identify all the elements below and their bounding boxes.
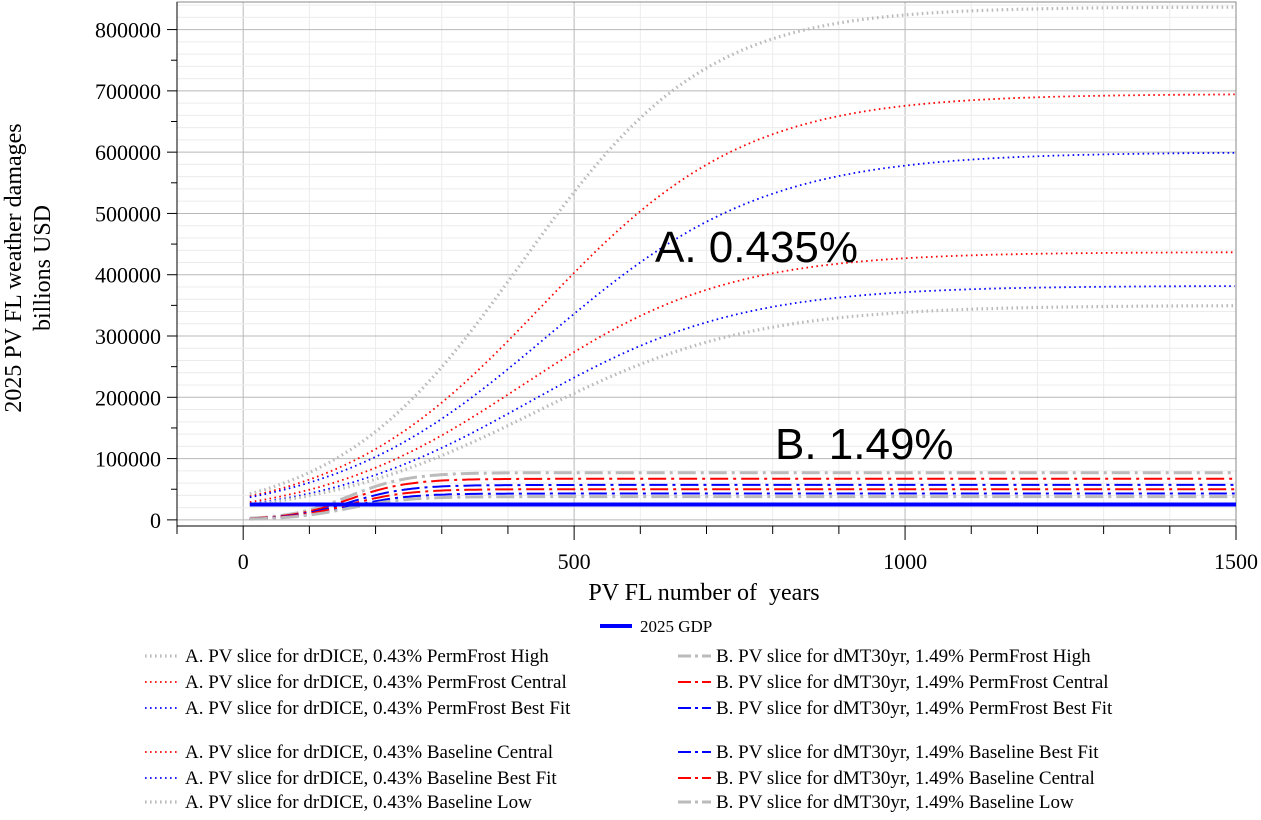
y-tick-label: 100000 xyxy=(95,447,161,472)
series-line xyxy=(249,488,1235,520)
series-line xyxy=(249,492,1235,520)
legend-label: B. PV slice for dMT30yr, 1.49% Baseline … xyxy=(716,792,1074,813)
axes: 0 500 1000 1500 0 100000 200000 300000 400000 500… xyxy=(95,2,1258,574)
legend-label: B. PV slice for dMT30yr, 1.49% PermFrost… xyxy=(716,672,1109,693)
series-line xyxy=(249,477,1235,520)
legend-label: B. PV slice for dMT30yr, 1.49% PermFrost… xyxy=(716,646,1091,667)
legend-label: A. PV slice for drDICE, 0.43% PermFrost … xyxy=(185,698,571,719)
y-tick-label: 800000 xyxy=(95,18,161,43)
series-line xyxy=(249,285,1235,505)
legend-label: A. PV slice for drDICE, 0.43% Baseline L… xyxy=(185,792,532,813)
legend-label: A. PV slice for drDICE, 0.43% PermFrost … xyxy=(185,646,549,667)
x-axis-title: PV FL number of years xyxy=(588,580,819,606)
x-tick-label: 1000 xyxy=(883,549,927,574)
y-tick-label: 200000 xyxy=(95,385,161,410)
series-lines xyxy=(249,5,1235,521)
legend-label: B. PV slice for dMT30yr, 1.49% Baseline … xyxy=(716,768,1095,789)
legend: 2025 GDP A. PV slice for drDICE, 0.43% Pe… xyxy=(145,617,1113,813)
legend-label: A. PV slice for drDICE, 0.43% Baseline B… xyxy=(185,768,557,789)
y-tick-label: 500000 xyxy=(95,201,161,226)
y-tick-label: 300000 xyxy=(95,324,161,349)
series-line xyxy=(249,483,1235,520)
y-axis-title-line2: billions USD xyxy=(30,205,56,331)
y-tick-label: 700000 xyxy=(95,79,161,104)
legend-label: B. PV slice for dMT30yr, 1.49% PermFrost… xyxy=(716,698,1113,719)
series-line xyxy=(249,251,1235,503)
grid xyxy=(176,2,1237,526)
series-line xyxy=(249,471,1235,520)
series-line xyxy=(249,5,1235,496)
annotation-a: A. 0.435% xyxy=(655,223,858,272)
y-tick-label: 0 xyxy=(150,508,161,533)
legend-label-gdp: 2025 GDP xyxy=(640,617,712,636)
series-line xyxy=(249,495,1235,521)
y-tick-label: 600000 xyxy=(95,140,161,165)
annotation-b: B. 1.49% xyxy=(775,420,954,469)
series-line xyxy=(249,151,1235,499)
x-tick-label: 500 xyxy=(558,549,591,574)
x-tick-label: 0 xyxy=(238,549,249,574)
y-axis-title-line1: 2025 PV FL weather damages xyxy=(1,123,27,412)
y-tick-label: 400000 xyxy=(95,263,161,288)
legend-label: A. PV slice for drDICE, 0.43% Baseline C… xyxy=(185,742,553,763)
series-line xyxy=(249,93,1235,498)
legend-label: A. PV slice for drDICE, 0.43% PermFrost … xyxy=(185,672,567,693)
legend-label: B. PV slice for dMT30yr, 1.49% Baseline … xyxy=(716,742,1099,763)
x-tick-label: 1500 xyxy=(1214,549,1258,574)
